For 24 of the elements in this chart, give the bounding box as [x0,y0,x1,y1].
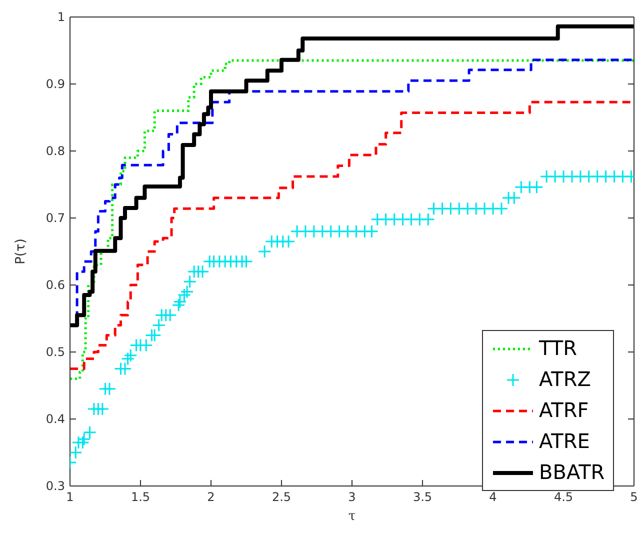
y-tick-label: 0.6 [46,278,65,292]
x-tick-label: 3 [348,490,356,504]
y-tick-label: 1 [57,10,65,24]
x-tick-label: 1.5 [130,490,150,504]
x-axis-title: τ [348,509,356,524]
x-tick-label: 4.5 [554,490,574,504]
y-tick-label: 0.8 [46,144,65,158]
legend-label: ATRE [539,428,590,455]
y-tick-label: 0.5 [46,345,65,359]
x-tick-label: 4 [489,490,497,504]
x-tick-label: 5 [630,490,637,504]
legend-label: ATRZ [539,366,591,393]
x-tick-label: 2 [207,490,215,504]
legend-label: TTR [539,335,577,362]
y-axis-title: P(τ) [14,238,29,264]
y-tick-label: 0.9 [46,77,65,91]
y-tick-label: 0.4 [46,412,65,426]
legend-label: ATRF [539,397,589,424]
x-tick-label: 1 [66,490,74,504]
x-tick-label: 2.5 [272,490,292,504]
y-tick-label: 0.7 [46,211,65,225]
x-tick-label: 3.5 [412,490,432,504]
legend-label: BBATR [539,459,605,486]
y-tick-label: 0.3 [46,479,65,493]
